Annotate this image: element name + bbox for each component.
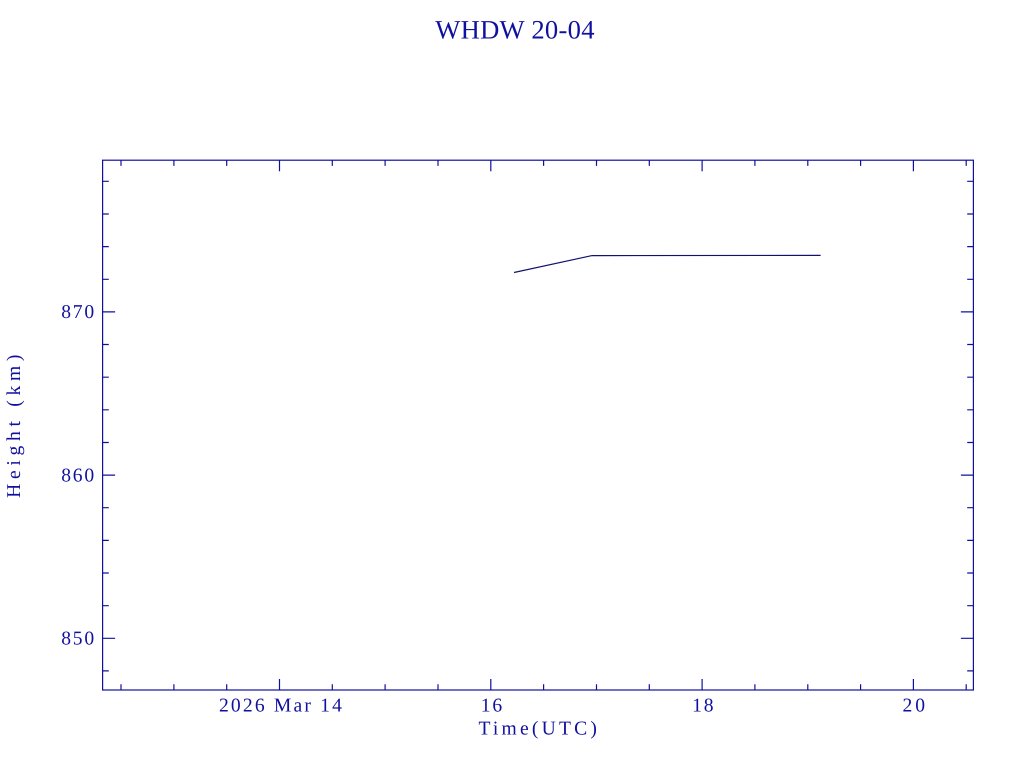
svg-text:860: 860: [61, 465, 96, 486]
svg-text:870: 870: [61, 302, 96, 323]
svg-text:16: 16: [481, 695, 504, 716]
svg-text:18: 18: [692, 695, 715, 716]
svg-text:Time(UTC): Time(UTC): [478, 718, 600, 739]
svg-text:2026 Mar 14: 2026 Mar 14: [219, 695, 344, 716]
svg-text:Height (km): Height (km): [4, 350, 25, 498]
svg-text:20: 20: [903, 695, 929, 716]
svg-text:WHDW 20-04: WHDW 20-04: [435, 14, 595, 44]
svg-text:850: 850: [61, 629, 96, 650]
